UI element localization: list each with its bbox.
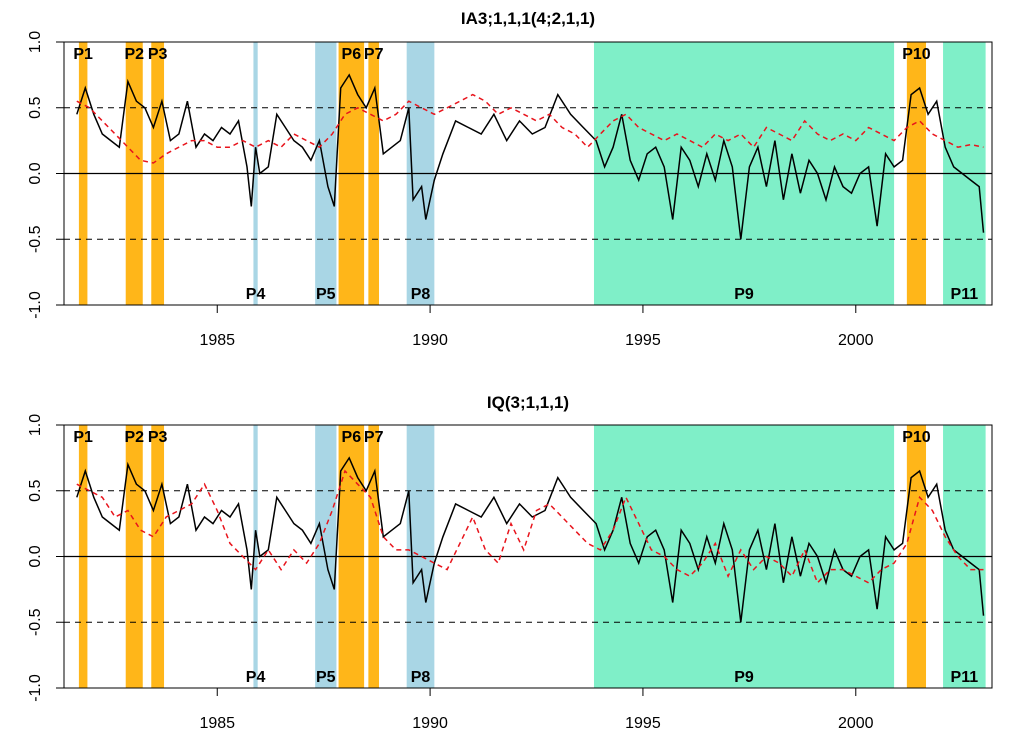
series-line-solid (76, 456, 985, 623)
period-label-p6: P6 (342, 46, 362, 63)
series-line-dashed (76, 93, 984, 164)
period-label-p11: P11 (951, 669, 979, 686)
x-tick-label: 1995 (625, 332, 661, 349)
period-label-p3: P3 (148, 429, 168, 446)
y-tick-label: 1.0 (27, 31, 44, 53)
period-label-p6: P6 (342, 429, 362, 446)
x-tick-label: 1985 (199, 715, 235, 732)
period-label-p11: P11 (951, 286, 979, 303)
x-tick-label: 1990 (412, 332, 448, 349)
x-tick-label: 2000 (838, 715, 874, 732)
series-line-dashed (76, 469, 984, 585)
period-label-p1: P1 (73, 429, 93, 446)
period-label-p10: P10 (902, 429, 931, 446)
y-tick-label: 0.5 (27, 480, 44, 502)
period-label-p1: P1 (73, 46, 93, 63)
period-label-p3: P3 (148, 46, 168, 63)
panel-ia3: P1 P2 P3 P4 P5 P6 P7 P8 P9 P10 P11 IA3;1,1,1(4;2,1,… (27, 9, 993, 349)
period-label-p7: P7 (364, 429, 384, 446)
period-label-p2: P2 (124, 46, 144, 63)
panel-iq: P1 P2 P3 P4 P5 P6 P7 P8 P9 P10 P11 IQ(3;1,1,1) 1985 1… (27, 393, 993, 732)
period-label-p2: P2 (124, 429, 144, 446)
y-tick-label: -1.0 (27, 291, 44, 319)
period-label-p9: P9 (734, 669, 754, 686)
y-tick-label: -0.5 (27, 608, 44, 636)
period-label-p5: P5 (316, 669, 336, 686)
y-tick-label: -1.0 (27, 674, 44, 702)
x-tick-label: 1985 (199, 332, 235, 349)
series-line-solid (76, 73, 985, 240)
y-tick-label: -0.5 (27, 225, 44, 253)
chart-title: IQ(3;1,1,1) (487, 393, 569, 412)
period-label-p7: P7 (364, 46, 384, 63)
period-label-p9: P9 (734, 286, 754, 303)
period-label-p4: P4 (246, 286, 266, 303)
y-tick-label: 0.5 (27, 97, 44, 119)
period-label-p10: P10 (902, 46, 931, 63)
period-label-p8: P8 (411, 669, 431, 686)
y-tick-label: 0.0 (27, 162, 44, 184)
chart-title: IA3;1,1,1(4;2,1,1) (461, 9, 595, 28)
x-tick-label: 1995 (625, 715, 661, 732)
period-label-p8: P8 (411, 286, 431, 303)
x-tick-label: 2000 (838, 332, 874, 349)
x-tick-label: 1990 (412, 715, 448, 732)
y-tick-label: 1.0 (27, 414, 44, 436)
y-tick-label: 0.0 (27, 545, 44, 567)
period-label-p5: P5 (316, 286, 336, 303)
period-label-p4: P4 (246, 669, 266, 686)
